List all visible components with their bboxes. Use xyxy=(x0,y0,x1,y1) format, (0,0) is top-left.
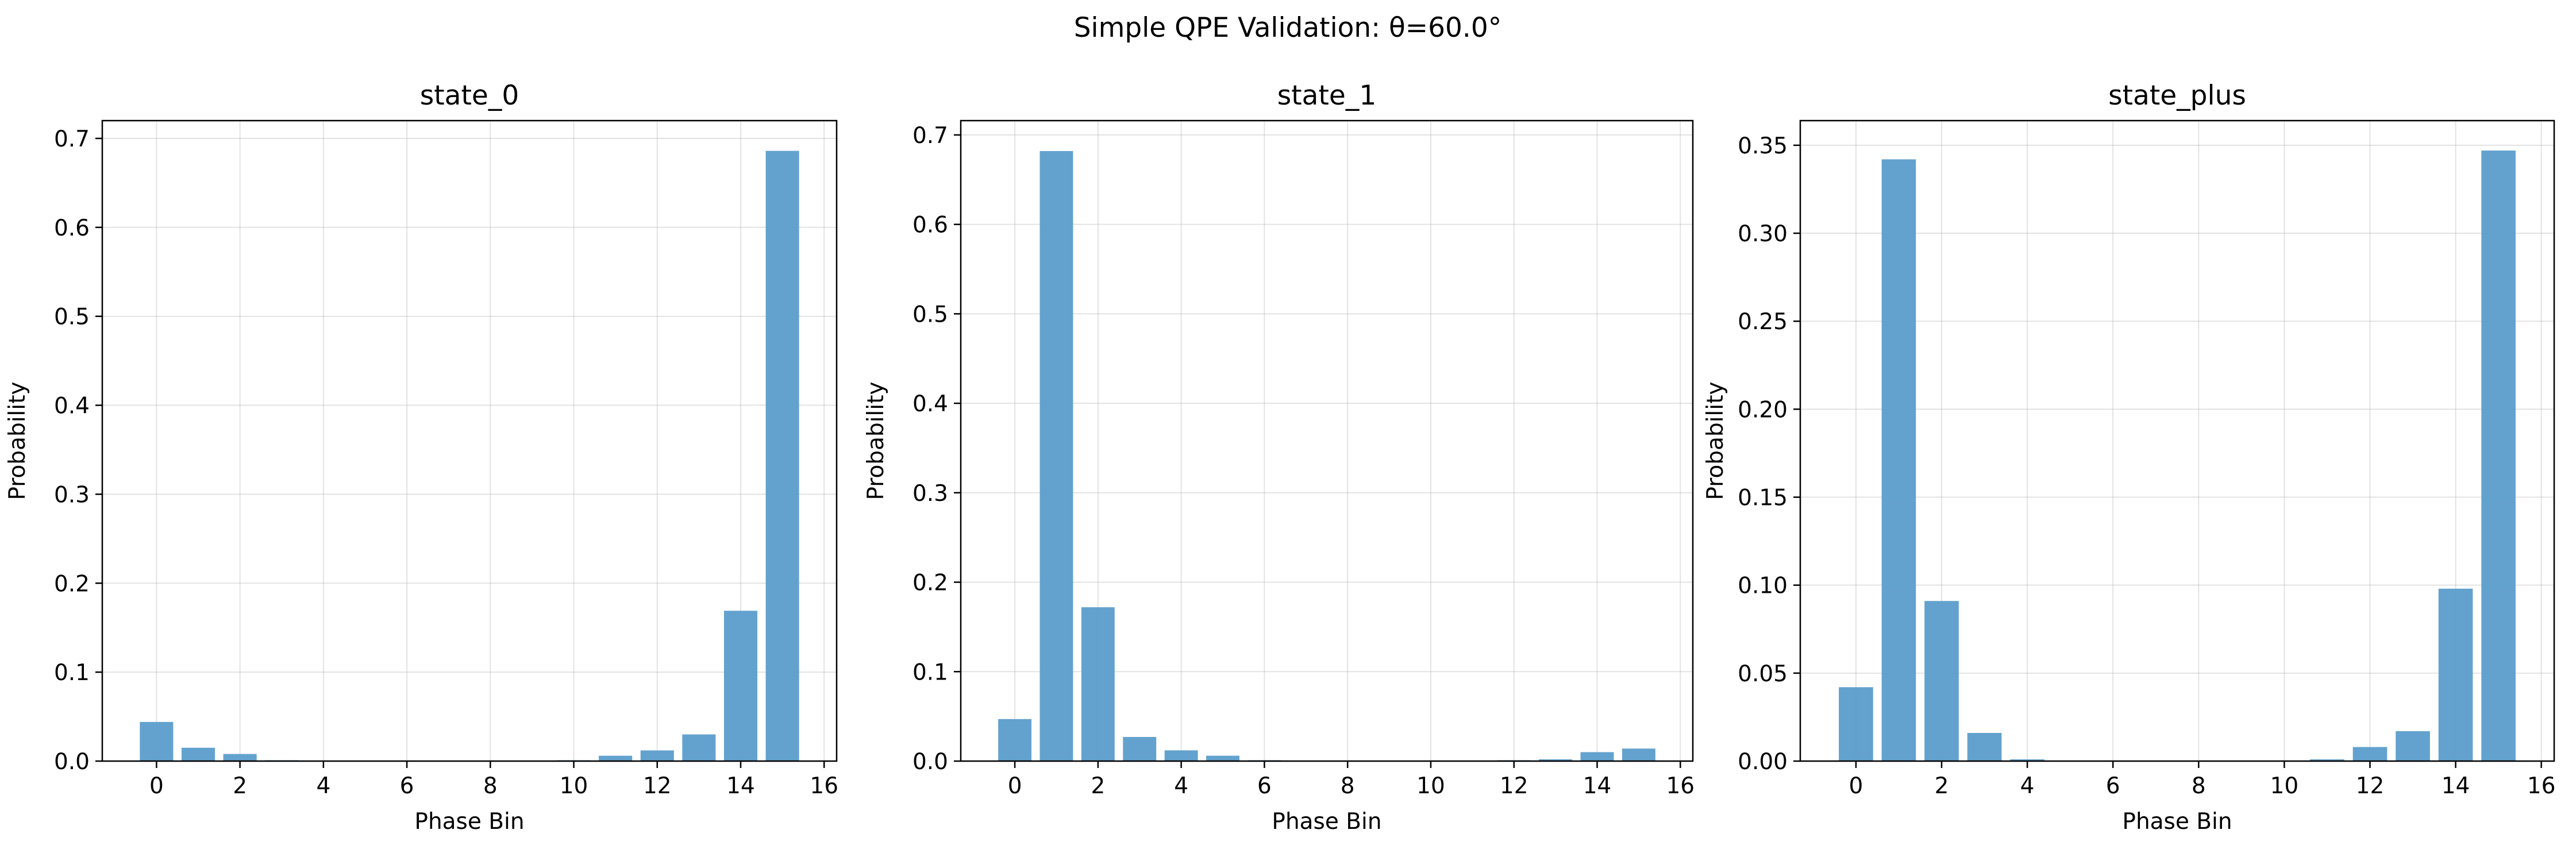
bar xyxy=(1580,752,1614,761)
bar xyxy=(1206,755,1239,761)
chart-panels: 0 2 4 6 8 10 12 14 16 0.0 0.1 0.2 0.3 0.4 0.5 0.6 0.7 sta… xyxy=(5,80,2555,835)
bar xyxy=(1881,159,1916,761)
x-tick-label: 10 xyxy=(1416,773,1445,799)
bar xyxy=(765,150,799,761)
y-tick-label: 0.2 xyxy=(54,571,90,597)
bar xyxy=(181,747,215,761)
bar xyxy=(998,719,1032,761)
x-axis-label: Phase Bin xyxy=(1272,809,1381,835)
x-tick-label: 4 xyxy=(316,773,330,799)
x-tick-label: 0 xyxy=(1008,773,1022,799)
y-tick-label: 0.15 xyxy=(1738,485,1788,511)
bar xyxy=(1967,732,2002,761)
x-tick-label: 0 xyxy=(149,773,164,799)
y-axis-label: Probability xyxy=(863,381,889,500)
x-tick-label: 2 xyxy=(233,773,247,799)
figure-title: Simple QPE Validation: θ=60.0° xyxy=(1074,12,1502,44)
bar xyxy=(723,611,758,761)
chart-panel-2: 0 2 4 6 8 10 12 14 16 0.00 0.05 0.10 0.15 0.20 0.25 0.3… xyxy=(1703,80,2555,835)
y-tick-label: 0.7 xyxy=(912,123,948,149)
y-tick-label: 0.05 xyxy=(1738,661,1788,687)
x-tick-label: 12 xyxy=(643,773,672,799)
y-tick-label: 0.5 xyxy=(912,302,948,327)
x-tick-label: 2 xyxy=(1091,773,1105,799)
x-tick-label: 8 xyxy=(2192,773,2206,799)
x-tick-label: 10 xyxy=(560,773,588,799)
y-tick-label: 0.10 xyxy=(1738,573,1788,599)
x-tick-label: 6 xyxy=(1257,773,1272,799)
bar xyxy=(2352,747,2388,761)
y-tick-label: 0.4 xyxy=(54,393,90,419)
panel-title: state_0 xyxy=(420,80,519,111)
chart-panel-1: 0 2 4 6 8 10 12 14 16 0.0 0.1 0.2 0.3 0.4 0.5 0.6 0.7 sta… xyxy=(863,80,1695,835)
y-tick-label: 0.6 xyxy=(912,213,948,238)
x-tick-label: 6 xyxy=(2106,773,2120,799)
bar xyxy=(599,755,633,761)
x-tick-label: 2 xyxy=(1935,773,1949,799)
x-tick-label: 16 xyxy=(1666,773,1695,799)
y-tick-label: 0.4 xyxy=(912,391,948,417)
bar xyxy=(2481,150,2516,761)
y-tick-label: 0.3 xyxy=(912,481,948,507)
axes-frame xyxy=(101,119,838,762)
bar xyxy=(2310,759,2344,761)
x-tick-label: 10 xyxy=(2270,773,2299,799)
y-tick-label: 0.25 xyxy=(1738,309,1788,335)
panel-title: state_plus xyxy=(2108,80,2246,111)
x-tick-label: 12 xyxy=(1500,773,1528,799)
x-tick-label: 8 xyxy=(483,773,498,799)
y-axis-label: Probability xyxy=(5,381,30,500)
bar xyxy=(1039,150,1073,762)
x-tick-label: 16 xyxy=(2527,773,2556,799)
bar xyxy=(682,734,716,761)
x-tick-label: 16 xyxy=(810,773,838,799)
y-tick-label: 0.35 xyxy=(1738,133,1788,159)
bar xyxy=(2396,731,2430,761)
x-tick-label: 14 xyxy=(726,773,755,799)
y-tick-label: 0.0 xyxy=(54,749,90,775)
bar xyxy=(223,754,257,761)
y-tick-label: 0.3 xyxy=(54,482,90,508)
x-tick-label: 14 xyxy=(2442,773,2470,799)
chart-panel-0: 0 2 4 6 8 10 12 14 16 0.0 0.1 0.2 0.3 0.4 0.5 0.6 0.7 sta… xyxy=(5,80,838,835)
x-tick-label: 4 xyxy=(2020,773,2035,799)
x-tick-label: 8 xyxy=(1341,773,1355,799)
x-tick-label: 0 xyxy=(1849,773,1863,799)
bar xyxy=(1164,750,1198,761)
y-tick-label: 0.00 xyxy=(1738,749,1788,775)
y-tick-label: 0.7 xyxy=(54,126,90,152)
axes-frame xyxy=(960,119,1694,762)
x-tick-label: 14 xyxy=(1583,773,1612,799)
x-axis-label: Phase Bin xyxy=(414,809,524,835)
y-tick-label: 0.2 xyxy=(912,570,948,596)
bar xyxy=(1123,736,1157,761)
axes-frame xyxy=(1799,119,2555,762)
y-tick-label: 0.1 xyxy=(54,660,90,686)
panel-title: state_1 xyxy=(1277,80,1376,111)
y-tick-label: 0.0 xyxy=(912,749,948,775)
bar xyxy=(1539,759,1573,761)
y-tick-label: 0.20 xyxy=(1738,397,1788,423)
bar xyxy=(2010,759,2044,761)
y-tick-label: 0.5 xyxy=(54,304,90,330)
y-axis-label: Probability xyxy=(1703,381,1728,500)
bar xyxy=(1622,748,1655,761)
y-tick-label: 0.6 xyxy=(54,215,90,241)
bar xyxy=(1839,687,1873,761)
y-tick-label: 0.30 xyxy=(1738,221,1788,247)
bar xyxy=(1081,607,1115,761)
bar xyxy=(640,750,674,761)
bar xyxy=(2438,588,2473,761)
bar xyxy=(140,721,174,761)
bar xyxy=(1924,601,1959,761)
x-axis-label: Phase Bin xyxy=(2122,809,2232,835)
x-tick-label: 4 xyxy=(1174,773,1188,799)
x-tick-label: 12 xyxy=(2356,773,2385,799)
y-tick-label: 0.1 xyxy=(912,659,948,685)
x-tick-label: 6 xyxy=(400,773,414,799)
